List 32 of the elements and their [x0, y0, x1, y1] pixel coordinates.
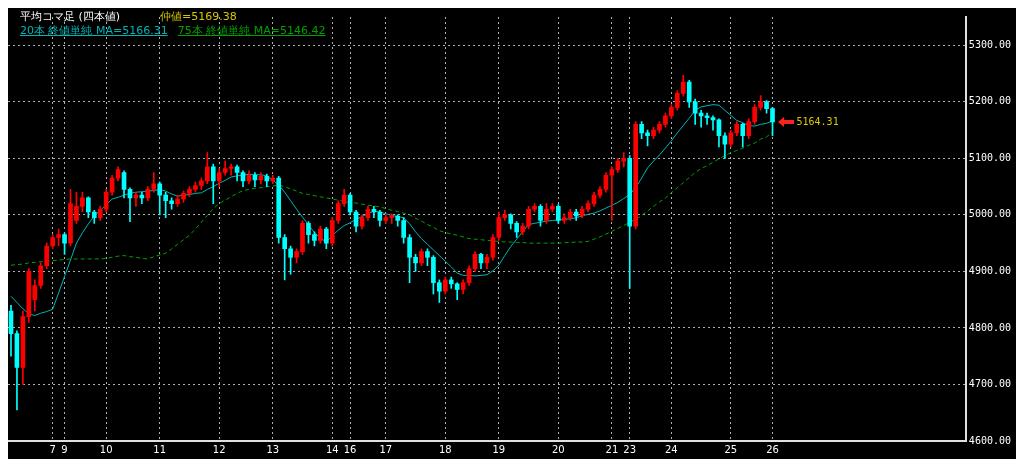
x-tick-label: 24 [665, 443, 678, 455]
y-tick-label: 5200.00 [968, 95, 1012, 107]
x-tick-label: 11 [153, 443, 167, 455]
candlestick [621, 152, 627, 168]
x-tick-label: 10 [99, 443, 113, 455]
y-tick-label: 4800.00 [968, 321, 1012, 333]
annotation: 仲値=5169.38 [160, 10, 237, 24]
y-tick-label: 5300.00 [968, 38, 1012, 50]
x-tick-label: 12 [212, 443, 226, 455]
x-tick-label: 20 [551, 443, 565, 455]
x-tick-label: 25 [724, 443, 738, 455]
x-tick-label: 26 [766, 443, 779, 455]
text: 20本 終値単純 MA=5166.31 [20, 24, 168, 38]
chart-title: 平均コマ足 (四本値) [20, 10, 121, 24]
line-series [10, 131, 774, 266]
x-tick-label: 16 [343, 443, 357, 455]
x-tick-label: 17 [379, 443, 393, 455]
x-tick-label: 21 [605, 443, 619, 455]
y-tick-label: 4600.00 [968, 434, 1012, 446]
x-tick-label: 23 [623, 443, 637, 455]
y-tick-label: 4700.00 [968, 378, 1012, 390]
y-tick-label: 5100.00 [968, 151, 1012, 163]
text: 5164.31 [796, 115, 839, 127]
x-tick-label: 7 [49, 443, 56, 455]
x-tick-label: 13 [266, 443, 280, 455]
y-tick-label: 5000.00 [968, 208, 1012, 220]
x-tick-label: 18 [438, 443, 452, 455]
x-tick-label: 19 [492, 443, 506, 455]
x-tick-label: 14 [325, 443, 339, 455]
text: 75本 終値単純 MA=5146.42 [177, 24, 326, 38]
y-tick-label: 4900.00 [968, 264, 1012, 276]
x-tick-label: 9 [61, 443, 68, 455]
